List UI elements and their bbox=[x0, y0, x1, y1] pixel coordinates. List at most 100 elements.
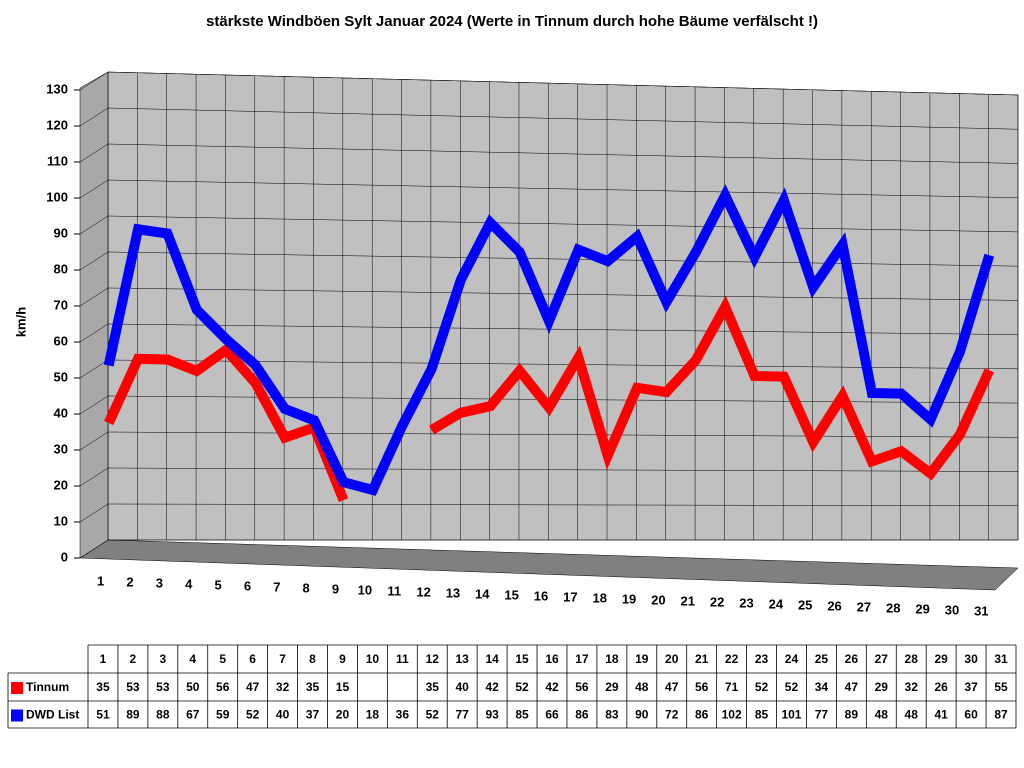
grid-line bbox=[79, 503, 109, 523]
table-value: 101 bbox=[781, 708, 801, 722]
table-value: 55 bbox=[994, 680, 1008, 694]
table-value: 36 bbox=[396, 708, 410, 722]
x-tick-label: 16 bbox=[534, 588, 548, 603]
grid-line bbox=[107, 107, 1019, 130]
table-value: 47 bbox=[845, 680, 859, 694]
table-value: 48 bbox=[635, 680, 649, 694]
table-header: 22 bbox=[725, 652, 739, 666]
x-tick-label: 29 bbox=[915, 601, 929, 616]
y-tick-label: 90 bbox=[54, 225, 68, 240]
table-value: 52 bbox=[755, 680, 769, 694]
grid-line bbox=[107, 431, 1019, 438]
table-value: 32 bbox=[276, 680, 290, 694]
table-value: 18 bbox=[366, 708, 380, 722]
table-value: 40 bbox=[456, 680, 470, 694]
table-value: 66 bbox=[545, 708, 559, 722]
x-tick-label: 5 bbox=[214, 577, 221, 592]
table-header: 31 bbox=[994, 652, 1008, 666]
table-value: 56 bbox=[216, 680, 230, 694]
grid-line bbox=[107, 467, 1019, 472]
table-value: 77 bbox=[456, 708, 470, 722]
grid-line bbox=[79, 431, 109, 451]
table-header: 11 bbox=[396, 652, 409, 666]
x-tick-label: 6 bbox=[244, 578, 251, 593]
table-value: 102 bbox=[722, 708, 742, 722]
y-tick-label: 100 bbox=[46, 189, 68, 204]
y-tick-label: 10 bbox=[54, 513, 68, 528]
table-value: 29 bbox=[875, 680, 889, 694]
table-header: 24 bbox=[785, 652, 799, 666]
table-header: 8 bbox=[309, 652, 316, 666]
chart-title: stärkste Windböen Sylt Januar 2024 (Wert… bbox=[206, 13, 818, 30]
table-value: 50 bbox=[186, 680, 200, 694]
x-tick-label: 27 bbox=[857, 599, 871, 614]
table-header: 18 bbox=[605, 652, 619, 666]
table-value: 60 bbox=[964, 708, 978, 722]
y-axis-label: km/h bbox=[13, 307, 28, 337]
grid-line bbox=[107, 251, 1019, 267]
x-tick-label: 8 bbox=[303, 580, 310, 595]
grid-line bbox=[79, 71, 109, 91]
table-header: 7 bbox=[279, 652, 286, 666]
table-value: 32 bbox=[905, 680, 919, 694]
table-value: 47 bbox=[665, 680, 679, 694]
table-value: 67 bbox=[186, 708, 200, 722]
x-tick-label: 20 bbox=[651, 592, 665, 607]
table-value: 93 bbox=[485, 708, 499, 722]
table-header: 19 bbox=[635, 652, 649, 666]
legend-label: Tinnum bbox=[26, 680, 69, 694]
table-value: 15 bbox=[336, 680, 350, 694]
y-tick-label: 0 bbox=[61, 549, 68, 564]
x-tick-label: 13 bbox=[446, 585, 460, 600]
legend-key bbox=[11, 709, 23, 722]
table-value: 86 bbox=[575, 708, 589, 722]
grid-line bbox=[107, 179, 1019, 198]
table-header: 20 bbox=[665, 652, 679, 666]
x-tick-label: 14 bbox=[475, 586, 490, 601]
table-value: 42 bbox=[545, 680, 559, 694]
table-header: 16 bbox=[545, 652, 559, 666]
grid-line bbox=[79, 395, 109, 415]
legend-key bbox=[11, 682, 23, 694]
y-tick-label: 80 bbox=[54, 261, 68, 276]
series-line bbox=[429, 295, 994, 481]
table-value: 89 bbox=[845, 708, 859, 722]
grid-line bbox=[79, 539, 109, 559]
y-tick-label: 130 bbox=[46, 81, 68, 96]
table-header: 14 bbox=[485, 652, 499, 666]
table-value: 56 bbox=[695, 680, 709, 694]
y-tick-label: 30 bbox=[54, 441, 68, 456]
grid-line bbox=[79, 323, 109, 343]
table-value: 35 bbox=[96, 680, 110, 694]
grid-line bbox=[79, 359, 109, 379]
x-tick-label: 19 bbox=[622, 591, 636, 606]
y-tick-label: 60 bbox=[54, 333, 68, 348]
x-tick-label: 9 bbox=[332, 581, 339, 596]
series-line bbox=[103, 184, 995, 496]
x-tick-label: 18 bbox=[592, 590, 606, 605]
x-tick-label: 7 bbox=[273, 579, 280, 594]
grid-line bbox=[107, 215, 1019, 233]
grid-line bbox=[107, 143, 1019, 164]
x-tick-label: 15 bbox=[504, 587, 518, 602]
table-value: 85 bbox=[515, 708, 529, 722]
table-value: 56 bbox=[575, 680, 589, 694]
table-value: 83 bbox=[605, 708, 619, 722]
x-tick-label: 31 bbox=[974, 603, 988, 618]
grid-line bbox=[79, 215, 109, 235]
x-tick-label: 21 bbox=[681, 593, 695, 608]
x-tick-label: 12 bbox=[416, 584, 430, 599]
table-value: 53 bbox=[156, 680, 170, 694]
table-header: 1 bbox=[100, 652, 107, 666]
table-value: 42 bbox=[485, 680, 499, 694]
table-value: 89 bbox=[126, 708, 140, 722]
table-value: 52 bbox=[785, 680, 799, 694]
table-header: 12 bbox=[426, 652, 440, 666]
table-header: 25 bbox=[815, 652, 829, 666]
grid-line bbox=[79, 143, 109, 163]
y-tick-label: 70 bbox=[54, 297, 68, 312]
table-value: 47 bbox=[246, 680, 260, 694]
x-tick-label: 30 bbox=[945, 602, 959, 617]
table-header: 4 bbox=[189, 652, 196, 666]
x-tick-label: 3 bbox=[156, 575, 163, 590]
